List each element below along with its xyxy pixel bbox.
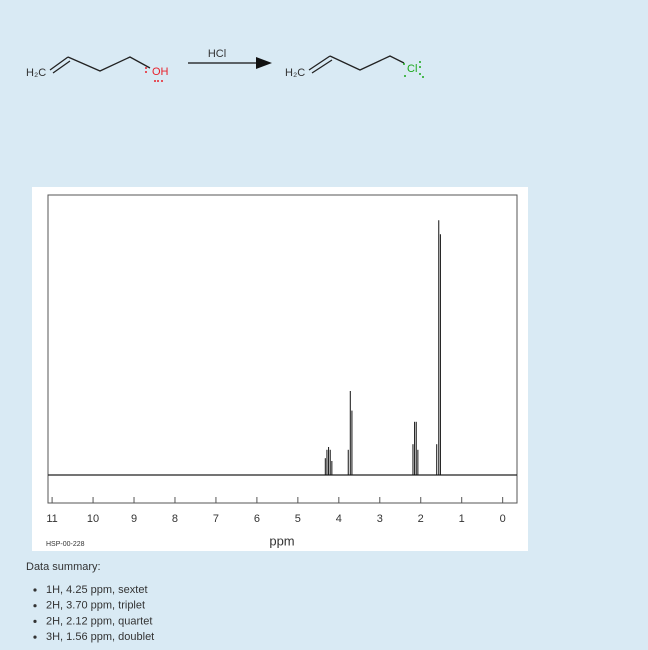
arrow-head	[256, 57, 272, 69]
spectrum-panel	[32, 187, 528, 551]
x-tick-label: 7	[213, 513, 219, 525]
x-tick-label: 9	[131, 513, 137, 525]
summary-item: 1H, 4.25 ppm, sextet	[46, 584, 148, 596]
spectrum: 11 10 9 8 7 6 5 4 3 2 1 0	[46, 220, 517, 525]
atom-label: OH	[152, 66, 169, 78]
summary-item: 2H, 3.70 ppm, triplet	[46, 600, 145, 612]
x-tick-label: 1	[459, 513, 465, 525]
spectrum-code: HSP-00-228	[46, 541, 85, 548]
plot-frame	[47, 194, 518, 504]
summary-item: 3H, 1.56 ppm, doublet	[46, 631, 154, 643]
x-tick-label: 3	[377, 513, 383, 525]
x-tick-label: 8	[172, 513, 178, 525]
summary-item: 2H, 2.12 ppm, quartet	[46, 615, 152, 627]
reagent: HCl	[208, 48, 226, 60]
atom-label: H₂C	[26, 67, 46, 79]
x-tick-label: 0	[500, 513, 506, 525]
bullet	[33, 604, 37, 608]
bullet	[33, 619, 37, 624]
lone-pairs	[403, 61, 424, 78]
bullet	[33, 588, 37, 592]
summary-list: 1H, 4.25 ppm, sextet 2H, 3.70 ppm, triple…	[33, 584, 154, 643]
x-tick-label: 4	[336, 513, 342, 525]
bond	[49, 56, 151, 74]
x-tick-label: 6	[254, 513, 260, 525]
reaction: H₂C OH HCl H₂C Cl	[26, 48, 424, 82]
lone-pairs	[145, 67, 163, 82]
summary-title: Data summary:	[26, 561, 101, 573]
x-axis-label: ppm	[269, 533, 294, 548]
bond	[308, 55, 405, 74]
x-tick-label: 2	[418, 513, 424, 525]
atom-label: H₂C	[285, 67, 305, 79]
x-tick-label: 10	[87, 513, 99, 525]
x-tick-label: 11	[46, 513, 57, 525]
bullet	[33, 635, 37, 639]
atom-label: Cl	[407, 63, 417, 75]
x-tick-label: 5	[295, 513, 301, 525]
